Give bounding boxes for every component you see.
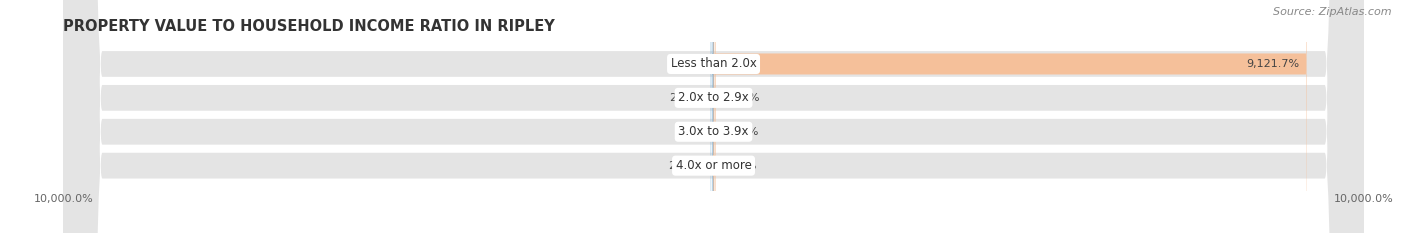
FancyBboxPatch shape xyxy=(713,0,1306,233)
Text: 37.2%: 37.2% xyxy=(724,93,759,103)
FancyBboxPatch shape xyxy=(713,0,716,233)
FancyBboxPatch shape xyxy=(63,0,1364,233)
Text: Less than 2.0x: Less than 2.0x xyxy=(671,58,756,70)
Text: Source: ZipAtlas.com: Source: ZipAtlas.com xyxy=(1274,7,1392,17)
Text: 3.0x to 3.9x: 3.0x to 3.9x xyxy=(678,125,749,138)
Text: 2.0x to 2.9x: 2.0x to 2.9x xyxy=(678,91,749,104)
FancyBboxPatch shape xyxy=(63,0,1364,233)
Text: 43.5%: 43.5% xyxy=(668,59,703,69)
FancyBboxPatch shape xyxy=(713,0,716,233)
Text: 12.0%: 12.0% xyxy=(723,161,758,171)
Text: 26.5%: 26.5% xyxy=(723,127,758,137)
Text: 5.7%: 5.7% xyxy=(678,127,706,137)
Text: 24.5%: 24.5% xyxy=(669,93,704,103)
Text: 24.7%: 24.7% xyxy=(668,161,704,171)
Text: PROPERTY VALUE TO HOUSEHOLD INCOME RATIO IN RIPLEY: PROPERTY VALUE TO HOUSEHOLD INCOME RATIO… xyxy=(63,19,555,34)
FancyBboxPatch shape xyxy=(63,0,1364,233)
Text: 9,121.7%: 9,121.7% xyxy=(1246,59,1299,69)
FancyBboxPatch shape xyxy=(63,0,1364,233)
FancyBboxPatch shape xyxy=(711,0,713,233)
FancyBboxPatch shape xyxy=(711,0,713,233)
Text: 4.0x or more: 4.0x or more xyxy=(676,159,751,172)
FancyBboxPatch shape xyxy=(710,0,713,233)
